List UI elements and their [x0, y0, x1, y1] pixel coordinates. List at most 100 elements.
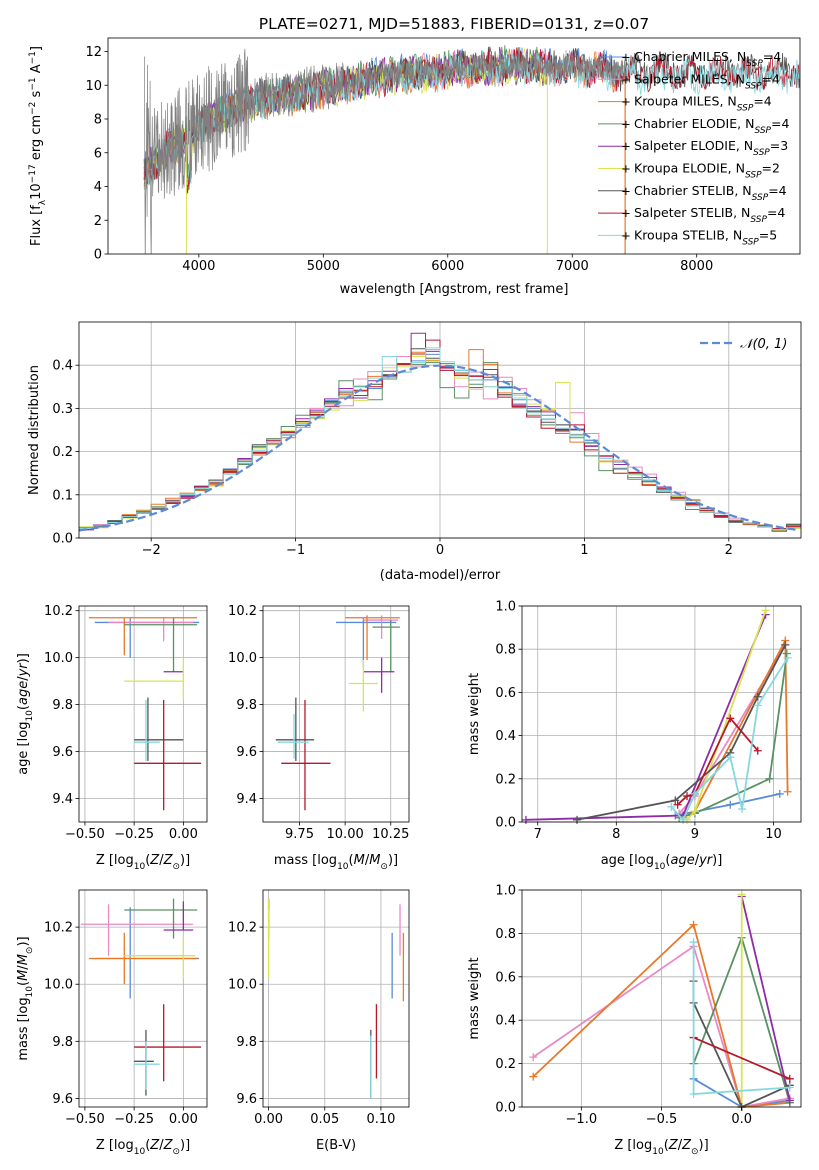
- age_vs_Z-points: [88, 617, 202, 811]
- weight_vs_age-xlabel-part: 10: [654, 862, 666, 872]
- age_vs_Z-xlabel-part: 10: [134, 862, 146, 872]
- legend-marker: +: [621, 139, 631, 153]
- x-tick-label: −1: [286, 543, 305, 558]
- weight_vs_Z-ylabel: mass weight: [467, 957, 482, 1039]
- spectrum-plot: [143, 45, 800, 254]
- legend-marker: +: [621, 228, 631, 242]
- age_vs_Z-xlabel-part: Z [log: [96, 853, 134, 868]
- legend-entry-part: SSP: [745, 171, 762, 181]
- mass_vs_Z-ylabel-part: ⊙: [25, 947, 35, 955]
- legend-entry-part: =4: [771, 116, 789, 131]
- x-tick-label: 1: [580, 543, 588, 558]
- age_vs_Z-ylabel-part: yr: [16, 662, 31, 678]
- legend-marker: +: [621, 162, 631, 176]
- spectrum-ylabel: Flux [fλ10−17 erg cm−2 s−1 A−1]: [28, 46, 48, 246]
- weight-marker: [689, 1089, 698, 1098]
- mass_vs_Z-xlabel-part: Z: [163, 1138, 174, 1153]
- age_vs_mass-xlabel-part: ⊙: [380, 862, 388, 872]
- weight-marker: [667, 802, 676, 811]
- x-tick-label: −0.5: [646, 1112, 678, 1127]
- weight-marker: [673, 800, 682, 809]
- mass_vs_Z-xlabel-part: ⊙: [172, 1147, 180, 1157]
- y-tick-label: 10.2: [44, 921, 73, 936]
- age_vs_Z-ylabel-part: age [log: [16, 722, 31, 775]
- weight-line: [693, 1036, 791, 1080]
- mass_vs_Z-xlabel-part: (: [145, 1138, 150, 1153]
- y-tick-label: 10.2: [44, 604, 73, 619]
- age_vs_Z-ylabel-part: )]: [16, 653, 31, 663]
- age_vs_Z-ylabel-part: age: [16, 681, 31, 705]
- weight_vs_Z-series: [529, 890, 794, 1111]
- legend-marker: +: [621, 50, 631, 64]
- y-tick-label: 9.6: [236, 1092, 257, 1107]
- mass_vs_Z-xlabel-part: 10: [134, 1147, 146, 1157]
- mass_vs_Z-ylabel-part: )]: [16, 936, 31, 946]
- weight-marker: [782, 649, 791, 658]
- x-tick-label: −1.0: [566, 1112, 598, 1127]
- legend-entry-part: Kroupa STELIB, N: [634, 227, 742, 242]
- age_vs_mass-xlabel-part: /: [365, 853, 370, 868]
- age_vs_mass-xlabel-part: M: [354, 853, 365, 868]
- weight_vs_age-axes: [522, 605, 801, 823]
- x-tick-label: 10: [765, 827, 782, 842]
- age_vs_Z-axes: [79, 606, 207, 822]
- legend-entry: Salpeter MILES, NSSP=4: [634, 71, 780, 91]
- residual-ylabel: Normed distribution: [27, 365, 42, 495]
- y-tick-label: 10.0: [228, 651, 257, 666]
- legend-entry: Kroupa STELIB, NSSP=5: [634, 227, 777, 247]
- legend-entry: Chabrier STELIB, NSSP=4: [634, 183, 787, 203]
- mass_vs_Z-axes: [79, 890, 207, 1107]
- mass_vs_Z-ylabel-part: M: [16, 970, 31, 981]
- spectrum-ylabel-part: Flux [f: [29, 205, 44, 246]
- mass_vs_Z-xlabel: Z [log10(Z/Z⊙)]: [96, 1138, 190, 1157]
- weight-marker: [783, 787, 792, 796]
- weight-marker: [775, 789, 784, 798]
- y-tick-label: 12: [85, 45, 102, 60]
- mass_vs_Z-xlabel-part: /: [159, 1138, 164, 1153]
- age_vs_mass-xlabel-part: mass [log: [274, 853, 337, 868]
- legend-entry-part: =3: [770, 138, 788, 153]
- x-tick-label: −0.25: [114, 827, 154, 842]
- y-tick-label: 0.2: [495, 1057, 516, 1072]
- y-tick-label: 9.6: [52, 745, 73, 760]
- weight_vs_age-ylabel: mass weight: [467, 673, 482, 755]
- legend-marker: +: [621, 117, 631, 131]
- age_vs_mass-xlabel: mass [log10(M/M⊙)]: [274, 853, 398, 872]
- y-tick-label: 1.0: [495, 600, 516, 615]
- legend-entry: Kroupa MILES, NSSP=4: [634, 94, 772, 114]
- weight_vs_Z-xlabel: Z [log10(Z/Z⊙)]: [614, 1138, 708, 1157]
- y-tick-label: 10.0: [228, 978, 257, 993]
- mass_vs_Z-frame: −0.50 −0.25 0.00 9.6 9.8 10.0 10.2: [44, 889, 208, 1127]
- x-tick-label: 9: [691, 827, 699, 842]
- mass_vs_Z-xlabel-part: Z: [149, 1138, 160, 1153]
- y-tick-label: 0.6: [495, 686, 516, 701]
- mass_vs_Z-ylabel-part: M: [16, 954, 31, 965]
- x-tick-label: 0: [436, 543, 444, 558]
- legend-entry: Kroupa ELODIE, NSSP=2: [634, 161, 780, 181]
- legend-entry-part: Salpeter STELIB, N: [634, 205, 750, 220]
- x-tick-label: 5000: [307, 259, 340, 274]
- spectrum-ylabel-part: s: [29, 90, 44, 101]
- spectrum-ylabel-part: ]: [29, 46, 44, 51]
- weight-marker: [753, 692, 762, 701]
- x-tick-label: 4000: [182, 259, 215, 274]
- age_vs_mass-xlabel-part: (: [349, 853, 354, 868]
- age_vs_Z-xlabel-part: Z: [149, 853, 160, 868]
- legend-entry: Chabrier MILES, NSSP=4: [634, 49, 781, 69]
- x-tick-label: 10.25: [372, 827, 409, 842]
- legend-entry: Chabrier ELODIE, NSSP=4: [634, 116, 789, 136]
- legend-entry: Salpeter STELIB, NSSP=4: [634, 205, 785, 225]
- age_vs_mass-axes: [263, 606, 409, 822]
- y-tick-label: 0.4: [495, 1014, 516, 1029]
- weight-marker: [529, 1072, 538, 1081]
- x-tick-label: 10.00: [327, 827, 364, 842]
- axes-frame: [521, 605, 802, 823]
- weight-marker: [726, 753, 735, 762]
- legend-entry-part: Chabrier ELODIE, N: [634, 116, 754, 131]
- weight-marker: [690, 807, 699, 816]
- x-tick-label: 9.75: [285, 827, 314, 842]
- legend-marker: +: [621, 72, 631, 86]
- mass_vs_Z-points: [80, 898, 202, 1096]
- legend-entry-part: Kroupa MILES, N: [634, 94, 737, 109]
- age_vs_mass-xlabel-part: 10: [337, 862, 349, 872]
